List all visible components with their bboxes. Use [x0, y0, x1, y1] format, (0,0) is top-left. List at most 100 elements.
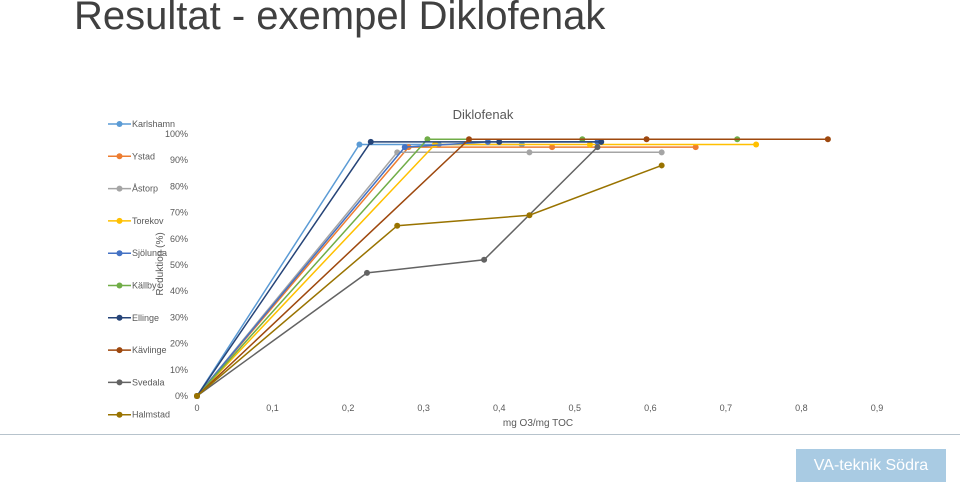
series-layer: [194, 136, 831, 399]
y-axis-label: Reduktion (%): [155, 232, 166, 295]
data-point: [594, 144, 601, 151]
legend-swatch-marker: [116, 185, 123, 192]
legend-item: Svedala: [108, 377, 165, 387]
x-tick-label: 0,1: [266, 403, 279, 413]
series-line: [196, 143, 522, 397]
data-point: [658, 149, 665, 156]
data-point: [424, 136, 431, 143]
data-point: [394, 222, 401, 229]
logo-badge: VA-teknik Södra: [796, 449, 946, 482]
legend-swatch-marker: [116, 411, 123, 418]
legend-item: Ellinge: [108, 313, 159, 323]
legend-label: Åstorp: [132, 184, 158, 194]
data-point: [598, 138, 605, 145]
series-group: [194, 141, 525, 399]
legend-swatch-marker: [116, 379, 123, 386]
data-point: [356, 141, 363, 148]
x-tick-label: 0: [194, 403, 199, 413]
x-tick-label: 0,6: [644, 403, 657, 413]
series-line: [196, 138, 828, 397]
series-group: [194, 144, 699, 399]
legend-item: Kävlinge: [108, 345, 167, 355]
data-point: [481, 256, 488, 263]
y-tick-label: 70%: [170, 208, 188, 218]
legend-swatch-marker: [116, 153, 123, 160]
x-tick-label: 0,3: [417, 403, 430, 413]
legend-item: Torekov: [108, 216, 164, 226]
series-line: [196, 146, 696, 397]
x-tick-label: 0,9: [871, 403, 884, 413]
series-line: [196, 138, 738, 397]
y-tick-label: 50%: [170, 260, 188, 270]
legend-label: Ellinge: [132, 313, 159, 323]
chart-title: Diklofenak: [453, 107, 514, 122]
legend-swatch-marker: [116, 347, 123, 354]
data-point: [367, 138, 374, 145]
footer-divider: [0, 434, 960, 435]
legend-swatch-marker: [116, 250, 123, 257]
y-axis-ticks: 0% 10% 20% 30% 40% 50% 60% 70% 80% 90% 100%: [165, 129, 188, 401]
legend-label: Kävlinge: [132, 345, 167, 355]
data-point: [496, 138, 503, 145]
series-group: [194, 136, 831, 399]
series-line: [196, 151, 662, 397]
y-tick-label: 90%: [170, 155, 188, 165]
y-tick-label: 40%: [170, 286, 188, 296]
legend-swatch-marker: [116, 217, 123, 224]
x-tick-label: 0,7: [720, 403, 733, 413]
legend-label: Halmstad: [132, 410, 170, 420]
x-tick-label: 0,5: [569, 403, 582, 413]
legend-swatch-marker: [116, 314, 123, 321]
y-tick-label: 100%: [165, 129, 188, 139]
series-group: [194, 162, 665, 399]
legend-item: Halmstad: [108, 410, 170, 420]
y-tick-label: 0%: [175, 391, 188, 401]
legend-item: Karlshamn: [108, 119, 175, 129]
legend-label: Ystad: [132, 151, 155, 161]
series-line: [196, 164, 662, 397]
legend-label: Svedala: [132, 377, 165, 387]
data-point: [586, 141, 593, 148]
data-point: [692, 144, 699, 151]
legend-label: Källby: [132, 281, 157, 291]
legend-item: Åstorp: [108, 184, 158, 194]
legend-swatch-marker: [116, 282, 123, 289]
x-tick-label: 0,4: [493, 403, 506, 413]
data-point: [658, 162, 665, 169]
x-axis-label: mg O3/mg TOC: [503, 418, 573, 429]
data-point: [526, 212, 533, 219]
data-point: [526, 149, 533, 156]
series-group: [194, 136, 741, 399]
y-tick-label: 80%: [170, 181, 188, 191]
data-point: [549, 144, 556, 151]
data-point: [194, 393, 200, 399]
data-point: [466, 136, 472, 143]
x-axis-ticks: 0 0,1 0,2 0,3 0,4 0,5 0,6 0,7 0,8 0,9: [194, 403, 883, 413]
series-group: [194, 144, 601, 399]
series-line: [196, 143, 757, 397]
y-tick-label: 20%: [170, 339, 188, 349]
slide-title: Resultat - exempel Diklofenak: [74, 0, 606, 38]
data-point: [753, 141, 760, 148]
legend-item: Källby: [108, 281, 157, 291]
data-point: [643, 136, 650, 143]
legend-label: Torekov: [132, 216, 164, 226]
y-tick-label: 30%: [170, 312, 188, 322]
legend-label: Karlshamn: [132, 119, 175, 129]
y-tick-label: 10%: [170, 365, 188, 375]
legend-item: Sjölunda: [108, 248, 167, 258]
data-point: [364, 269, 370, 276]
legend: Karlshamn Ystad Åstorp Torekov Sjölunda Källb…: [108, 119, 175, 420]
legend-item: Ystad: [108, 151, 155, 161]
series-group: [194, 149, 665, 399]
series-line: [196, 146, 598, 397]
series-line: [196, 141, 602, 397]
legend-swatch-marker: [116, 121, 123, 127]
y-tick-label: 60%: [170, 234, 188, 244]
x-tick-label: 0,8: [795, 403, 808, 413]
data-point: [401, 144, 408, 151]
x-tick-label: 0,2: [342, 403, 355, 413]
data-point: [824, 136, 831, 143]
legend-label: Sjölunda: [132, 248, 167, 258]
line-chart: Diklofenak Karlshamn Ystad Åstorp Torekov Sj…: [108, 107, 883, 429]
